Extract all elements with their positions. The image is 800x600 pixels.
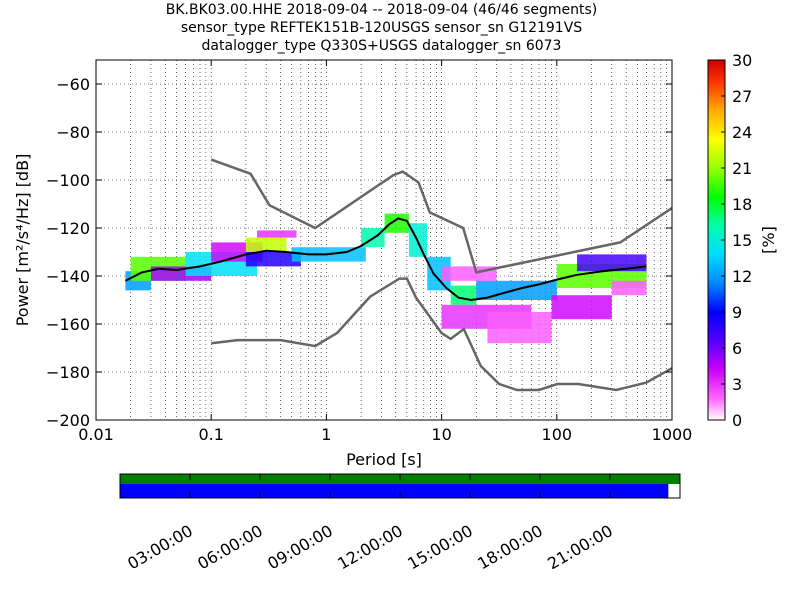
- colorbar-ticks: 0 3 6 9 12 15 18 21 24 27 30: [721, 51, 752, 430]
- noise-models: [210, 158, 673, 392]
- y-tick-label: −60: [56, 75, 90, 94]
- x-tick-label: 10: [431, 425, 451, 444]
- y-tick-label: −140: [46, 267, 90, 286]
- noise-model-low: [211, 277, 673, 392]
- x-axis-label: Period [s]: [346, 450, 422, 469]
- ppsd-hit-band: [245, 237, 287, 252]
- y-tick-label: −80: [56, 123, 90, 142]
- time-tick-label: 18:00:00: [474, 521, 546, 573]
- time-tick-label: 21:00:00: [544, 521, 616, 573]
- y-tick-label: −180: [46, 363, 90, 382]
- ppsd-hit-band: [551, 295, 612, 320]
- chart-title-line-1: BK.BK03.00.HHE 2018-09-04 -- 2018-09-04 …: [165, 2, 598, 18]
- x-tick-label: 0.1: [198, 425, 223, 444]
- time-tick-label: 12:00:00: [334, 521, 406, 573]
- ppsd-hit-band: [257, 230, 297, 238]
- time-tick-label: 09:00:00: [264, 521, 336, 573]
- colorbar-tick-label: 15: [732, 231, 752, 250]
- colorbar-tick-label: 12: [732, 267, 752, 286]
- colorbar-tick-label: 6: [732, 339, 742, 358]
- x-axis-ticks: 0.01 0.1 1 10 100 1000: [78, 60, 692, 444]
- y-tick-label: −200: [46, 411, 90, 430]
- x-tick-label: 1: [321, 425, 331, 444]
- colorbar-tick-label: 0: [732, 411, 742, 430]
- y-tick-label: −160: [46, 315, 90, 334]
- y-tick-label: −100: [46, 171, 90, 190]
- ppsd-hit-band: [427, 256, 451, 291]
- y-axis-label: Power [m²/s⁴/Hz] [dB]: [13, 154, 32, 327]
- ppsd-hit-band: [611, 280, 647, 296]
- ppsd-hit-band: [441, 266, 497, 281]
- colorbar-tick-label: 24: [732, 123, 752, 142]
- x-tick-label: 0.01: [78, 425, 114, 444]
- mean-curve: [124, 217, 647, 302]
- ppsd-hit-band: [384, 213, 409, 233]
- colorbar-tick-label: 9: [732, 303, 742, 322]
- time-tick-label: 03:00:00: [124, 521, 196, 573]
- x-tick-label: 1000: [652, 425, 693, 444]
- mean-psd-line: [124, 217, 647, 302]
- time-bar-data: [120, 484, 669, 498]
- y-tick-label: −120: [46, 219, 90, 238]
- ppsd-hit-band: [577, 254, 647, 272]
- colorbar-tick-label: 30: [732, 51, 752, 70]
- colorbar-tick-label: 3: [732, 375, 742, 394]
- chart-title-line-2: sensor_type REFTEK151B-120USGS sensor_sn…: [180, 20, 583, 36]
- ppsd-hit-band: [245, 252, 301, 267]
- plot-frame: [95, 59, 673, 421]
- time-tick-label: 15:00:00: [404, 521, 476, 573]
- y-axis-ticks: −60 −80 −100 −120 −140 −160 −180 −200: [46, 75, 672, 430]
- colorbar-label: [%]: [759, 226, 778, 254]
- noise-model-high: [210, 158, 673, 274]
- ppsd-hit-band: [487, 312, 552, 344]
- colorbar-tick-label: 18: [732, 195, 752, 214]
- chart-title-line-3: datalogger_type Q330S+USGS datalogger_sn…: [201, 38, 562, 54]
- colorbar-tick-label: 21: [732, 159, 752, 178]
- x-tick-label: 100: [542, 425, 573, 444]
- time-tick-label: 06:00:00: [194, 521, 266, 573]
- colorbar-tick-label: 27: [732, 87, 752, 106]
